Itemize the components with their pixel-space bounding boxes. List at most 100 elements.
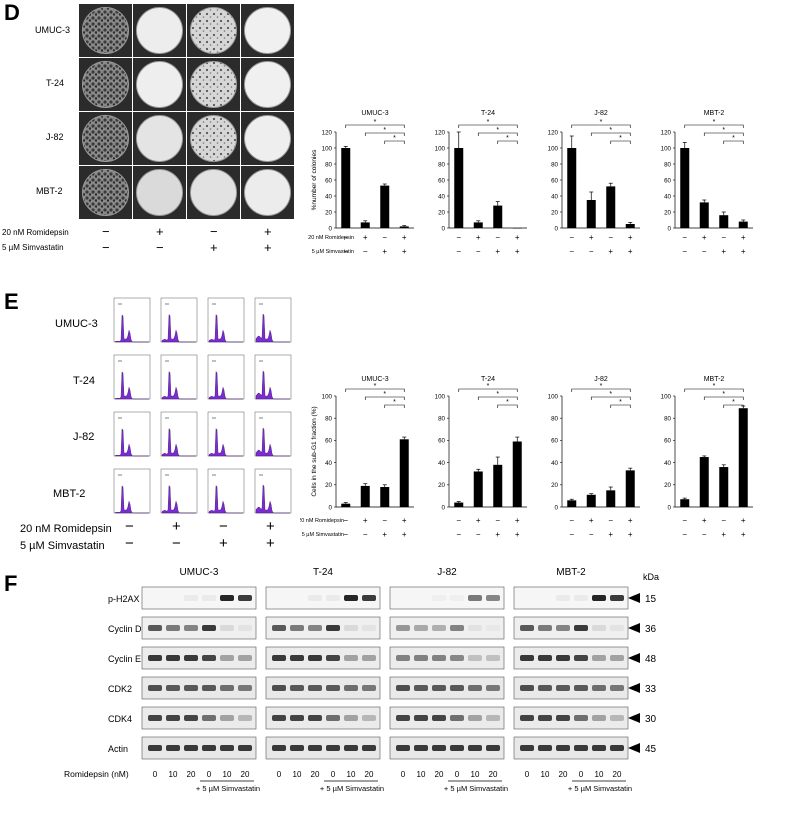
dose-label: 10 [417,770,426,779]
romidepsin-sign: − [456,233,461,242]
blot-band [450,595,464,601]
blot-band [272,715,286,721]
marker-arrow-icon [628,683,640,693]
flow-histogram [208,485,243,514]
blot-strip [265,706,381,730]
bar [473,471,483,507]
flow-row-label: MBT-2 [53,488,86,500]
simvastatin-sign: − [682,247,687,256]
chart-title: UMUC-3 [361,110,388,117]
blot-band [272,655,286,661]
dose-label: 10 [347,770,356,779]
blot-strip [141,706,257,730]
colony-plate [136,61,183,108]
blot-band [326,685,340,691]
blot-band [486,655,500,661]
bar [380,487,390,507]
blot-band [308,625,322,631]
y-tick-label: 80 [551,161,558,168]
significance-star: * [487,383,490,390]
blot-band [166,745,180,751]
blot-band [396,625,410,631]
flow-histogram-frame [113,354,151,400]
bar [738,408,748,507]
blot-band [272,745,286,751]
flow-histogram [114,371,149,400]
dose-label: 20 [435,770,444,779]
y-tick-label: 40 [438,460,445,467]
bar [512,228,522,229]
simvastatin-sign: + [741,530,746,539]
dose-label: 0 [153,770,158,779]
y-tick-label: 0 [329,225,333,232]
simvastatin-sign: + [382,530,387,539]
blot-protein-label: p-H2AX [108,594,140,604]
y-tick-label: 40 [438,193,445,200]
y-tick-label: 0 [555,225,559,232]
blot-band [184,745,198,751]
simvastatin-sign: − [476,530,481,539]
y-tick-label: 120 [322,129,333,136]
flow-histogram [208,428,243,457]
blot-band [220,745,234,751]
blot-band [574,655,588,661]
blot-band [238,595,252,601]
blot-band [272,625,286,631]
blot-band [610,655,624,661]
blot-strip [389,646,505,670]
blot-band [290,685,304,691]
kda-value: 45 [645,744,657,755]
marker-arrow-icon [628,713,640,723]
dose-label: 20 [613,770,622,779]
blot-band [166,655,180,661]
chart-title: MBT-2 [704,110,725,117]
blot-band [486,625,500,631]
bar [380,185,390,228]
colony-plate [190,115,237,162]
significance-star: * [722,391,725,398]
flow-row-label: J-82 [73,431,95,443]
significance-bracket [590,396,631,400]
blot-strip [141,646,257,670]
flow-histogram-frame [207,354,245,400]
blot-band [610,595,624,601]
blot-band [486,715,500,721]
simvastatin-sign: − [702,247,707,256]
y-tick-label: 20 [438,482,445,489]
simvastatin-bracket-label: + 5 µM Simvastatin [320,784,384,793]
blot-band [520,745,534,751]
blot-band [592,685,606,691]
significance-star: * [487,119,490,126]
significance-star: * [506,135,509,142]
blot-band [238,655,252,661]
significance-bracket [458,124,518,128]
blot-band [396,745,410,751]
significance-star: * [393,399,396,406]
simvastatin-label: 5 µM Simvastatin [2,243,64,252]
dose-label: 0 [525,770,530,779]
romidepsin-sign: + [589,516,594,525]
blot-strip [265,646,381,670]
flow-histogram-frame [113,297,151,343]
dose-label: 10 [293,770,302,779]
flow-histogram [255,370,290,400]
romidepsin-sign: − [569,233,574,242]
blot-band [610,745,624,751]
blot-band [220,685,234,691]
bar [454,502,464,507]
simvastatin-sign: + [628,247,633,256]
blot-band [556,655,570,661]
blot-strip [141,676,257,700]
significance-bracket [723,404,744,408]
blot-band [432,745,446,751]
flow-histogram-frame [160,297,198,343]
flow-histogram-grid [113,297,292,514]
blot-band [184,655,198,661]
romidepsin-sign: − [682,516,687,525]
blot-strip [389,736,505,760]
significance-star: * [609,391,612,398]
colony-plate [244,7,291,54]
marker-arrow-icon [628,593,640,603]
significance-bracket [590,132,631,136]
flow-histogram-frame [113,468,151,514]
